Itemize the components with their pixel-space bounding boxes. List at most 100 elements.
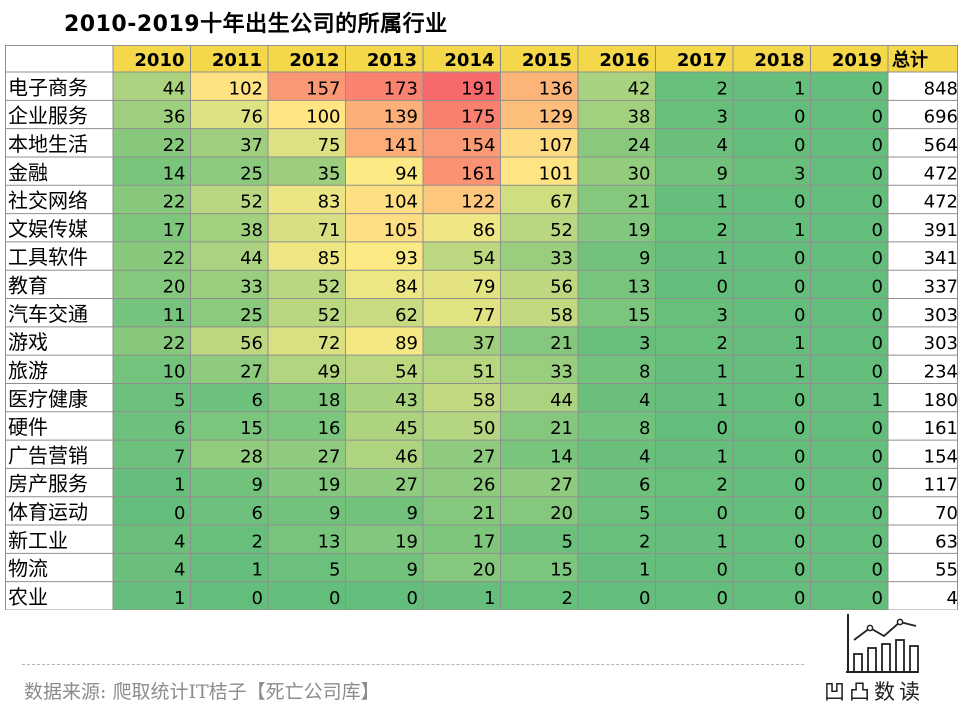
cell-value: 56 xyxy=(240,333,263,354)
heatmap-cell xyxy=(423,100,501,129)
header-cell xyxy=(500,45,578,72)
cell-value: 136 xyxy=(539,78,573,99)
heatmap-cell xyxy=(655,383,733,412)
heatmap-cell xyxy=(423,468,501,497)
cell-value: 5 xyxy=(639,503,650,524)
cell-value: 26 xyxy=(473,475,496,496)
heatmap-cell xyxy=(810,581,888,610)
cell-value: 44 xyxy=(550,390,573,411)
cell-value: 2 xyxy=(717,475,728,496)
heatmap-cell xyxy=(345,72,423,101)
heatmap-cell xyxy=(268,185,346,214)
heatmap-cell xyxy=(655,185,733,214)
cell-value: 19 xyxy=(395,531,418,552)
cell-value: 10 xyxy=(163,361,186,382)
heatmap-cell xyxy=(190,440,268,469)
cell-value: 58 xyxy=(473,390,496,411)
total-cell xyxy=(888,213,960,242)
industry-label: 本地生活 xyxy=(8,132,88,156)
total-value: 161 xyxy=(924,418,958,439)
header-cell xyxy=(190,45,268,72)
cell-value: 93 xyxy=(395,248,418,269)
cell-value: 27 xyxy=(550,475,573,496)
cell-value: 38 xyxy=(628,107,651,128)
cell-value: 37 xyxy=(473,333,496,354)
cell-value: 15 xyxy=(628,305,651,326)
cell-value: 38 xyxy=(240,220,263,241)
heatmap-cell xyxy=(345,525,423,554)
heatmap-cell xyxy=(423,213,501,242)
header-cell xyxy=(345,45,423,72)
total-value: 4 xyxy=(947,588,958,609)
cell-value: 0 xyxy=(872,277,883,298)
heatmap-cell xyxy=(423,383,501,412)
year-header: 2010 xyxy=(134,50,184,71)
industry-label: 农业 xyxy=(8,585,48,609)
cell-value: 7 xyxy=(174,446,185,467)
cell-value: 0 xyxy=(794,277,805,298)
total-cell xyxy=(888,326,960,356)
heatmap-cell xyxy=(113,383,191,412)
cell-value: 14 xyxy=(163,163,186,184)
heatmap-table: 2010 2011 2012 2013 2014 2015 2016 2017 2018 2019… xyxy=(5,45,960,611)
heatmap-cell xyxy=(655,440,733,469)
heatmap-cell xyxy=(423,496,501,526)
heatmap-cell xyxy=(578,241,656,271)
heatmap-cell xyxy=(810,553,888,582)
heatmap-cell xyxy=(655,553,733,582)
cell-value: 27 xyxy=(240,361,263,382)
cell-value: 13 xyxy=(628,277,651,298)
cell-value: 42 xyxy=(628,78,651,99)
heatmap-cell xyxy=(113,100,191,129)
cell-value: 175 xyxy=(461,107,495,128)
row-label-cell xyxy=(5,581,113,610)
heatmap-cell xyxy=(345,355,423,384)
heatmap-cell xyxy=(113,128,191,157)
heatmap-cell xyxy=(190,270,268,299)
heatmap-cell xyxy=(810,213,888,242)
total-cell xyxy=(888,468,960,497)
cell-value: 2 xyxy=(639,531,650,552)
heatmap-cell xyxy=(655,355,733,384)
year-header: 2014 xyxy=(444,50,494,71)
total-cell xyxy=(888,100,960,129)
heatmap-cell xyxy=(190,525,268,554)
total-cell xyxy=(888,270,960,299)
heatmap-cell xyxy=(345,270,423,299)
total-cell xyxy=(888,581,960,610)
cell-value: 191 xyxy=(461,78,495,99)
heatmap-cell xyxy=(423,581,501,610)
heatmap-cell xyxy=(190,72,268,101)
total-value: 341 xyxy=(924,248,958,269)
brand-logo-text: 凹凸数读 xyxy=(824,680,924,704)
heatmap-cell xyxy=(113,72,191,101)
heatmap-cell xyxy=(423,270,501,299)
row-label-cell xyxy=(5,468,113,497)
heatmap-cell xyxy=(268,100,346,129)
cell-value: 105 xyxy=(384,220,418,241)
heatmap-cell xyxy=(500,553,578,582)
header-cell xyxy=(655,45,733,72)
heatmap-cell xyxy=(733,496,811,526)
heatmap-cell xyxy=(578,525,656,554)
heatmap-cell xyxy=(500,298,578,327)
heatmap-cell xyxy=(113,270,191,299)
heatmap-cell xyxy=(190,496,268,526)
cell-value: 2 xyxy=(562,588,573,609)
cell-value: 27 xyxy=(318,446,341,467)
row-label-cell xyxy=(5,355,113,384)
cell-value: 122 xyxy=(461,192,495,213)
cell-value: 79 xyxy=(473,277,496,298)
heatmap-cell xyxy=(190,581,268,610)
cell-value: 0 xyxy=(872,220,883,241)
cell-value: 1 xyxy=(484,588,495,609)
total-cell xyxy=(888,72,960,101)
cell-value: 9 xyxy=(407,560,418,581)
cell-value: 33 xyxy=(550,361,573,382)
cell-value: 0 xyxy=(407,588,418,609)
cell-value: 56 xyxy=(550,277,573,298)
heatmap-cell xyxy=(113,213,191,242)
heatmap-cell xyxy=(578,185,656,214)
heatmap-cell xyxy=(733,241,811,271)
total-value: 848 xyxy=(924,78,958,99)
